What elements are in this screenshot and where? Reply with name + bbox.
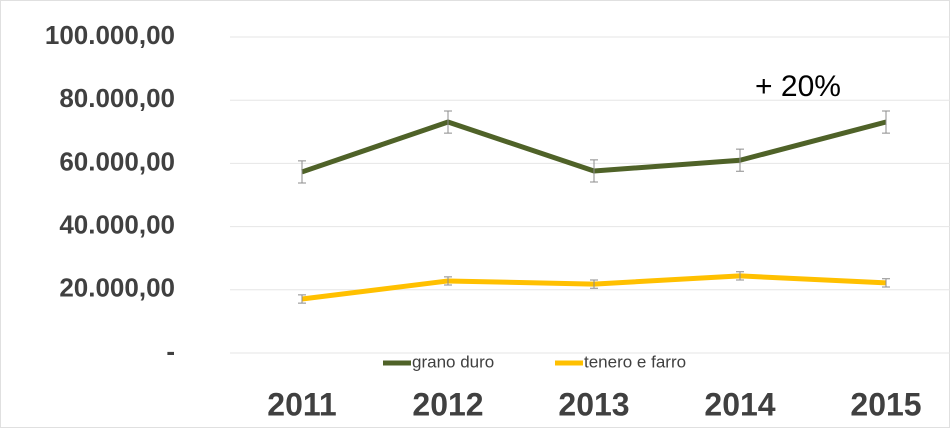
y-tick-label: 40.000,00 <box>59 209 175 239</box>
error-bar <box>590 159 598 183</box>
annotation: + 20% <box>755 70 841 103</box>
error-bar <box>298 294 306 304</box>
error-bar <box>444 276 452 286</box>
error-bar <box>736 148 744 172</box>
error-bar <box>590 279 598 289</box>
y-tick-label: 80.000,00 <box>59 83 175 113</box>
y-tick-label: 100.000,00 <box>45 20 175 50</box>
y-tick-label: 60.000,00 <box>59 146 175 176</box>
y-tick-label: - <box>166 336 175 366</box>
legend-label: tenero e farro <box>584 352 686 371</box>
error-bar <box>444 110 452 134</box>
x-tick-label: 2014 <box>704 386 775 422</box>
x-tick-label: 2013 <box>558 386 629 422</box>
x-tick-label: 2015 <box>850 386 921 422</box>
error-bar <box>298 160 306 184</box>
x-tick-label: 2012 <box>412 386 483 422</box>
error-bar <box>882 110 890 134</box>
x-tick-label: 2011 <box>267 386 336 422</box>
error-bar <box>736 271 744 281</box>
error-bar <box>882 278 890 288</box>
legend-label: grano duro <box>412 352 494 371</box>
y-tick-label: 20.000,00 <box>59 273 175 303</box>
